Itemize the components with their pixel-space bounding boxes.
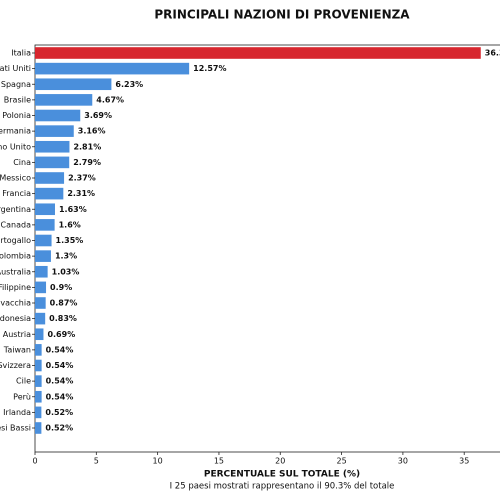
y-tick-label: Perù: [13, 392, 31, 401]
bar: [35, 172, 65, 184]
y-tick-label: Italia: [11, 49, 31, 58]
y-tick-label: Messico: [0, 174, 31, 183]
value-label: 2.81%: [73, 142, 101, 151]
bar: [35, 281, 47, 294]
bar: [35, 344, 42, 356]
x-tick-label: 35: [459, 457, 469, 466]
value-label: 12.57%: [193, 64, 226, 73]
y-tick-label: Portogallo: [0, 236, 31, 245]
value-label: 1.63%: [59, 205, 87, 214]
bar: [35, 219, 55, 231]
bar: [35, 359, 42, 372]
value-label: 0.87%: [50, 299, 78, 308]
y-tick-label: Svizzera: [0, 361, 31, 370]
bar: [35, 312, 46, 325]
y-tick-label: Slovacchia: [0, 299, 31, 308]
y-tick-label: Canada: [1, 220, 32, 229]
value-label: 36.35%: [485, 49, 500, 58]
x-tick-label: 15: [214, 457, 224, 466]
y-tick-label: Germania: [0, 127, 31, 136]
y-tick-label: Colombia: [0, 252, 31, 261]
bar: [35, 203, 55, 216]
y-tick-label: Australia: [0, 267, 31, 276]
bar: [35, 156, 70, 169]
bar: [35, 265, 48, 278]
value-label: 0.54%: [46, 392, 74, 401]
y-tick-label: Filippine: [0, 283, 31, 292]
x-tick-label: 20: [275, 457, 285, 466]
bar: [35, 390, 42, 403]
value-label: 0.54%: [46, 377, 74, 386]
y-tick-label: Spagna: [1, 80, 31, 89]
y-tick-label: Regno Unito: [0, 142, 31, 151]
bar: [35, 94, 93, 106]
y-tick-label: Argentina: [0, 205, 31, 214]
value-label: 0.83%: [49, 314, 77, 323]
value-label: 1.6%: [59, 220, 81, 229]
y-tick-label: Cile: [16, 377, 31, 386]
value-label: 0.69%: [47, 330, 75, 339]
bar: [35, 109, 81, 122]
x-tick-label: 5: [94, 457, 99, 466]
bar: [35, 297, 46, 309]
value-label: 2.79%: [73, 158, 101, 167]
y-tick-label: Paesi Bassi: [0, 424, 31, 433]
bar: [35, 62, 190, 75]
value-label: 0.52%: [45, 408, 73, 417]
value-label: 1.03%: [52, 267, 80, 276]
y-tick-label: Polonia: [2, 111, 31, 120]
value-label: 0.52%: [45, 424, 73, 433]
value-label: 0.54%: [46, 345, 74, 354]
value-label: 2.37%: [68, 174, 96, 183]
value-label: 6.23%: [115, 80, 143, 89]
bar: [35, 78, 112, 91]
bar: [35, 250, 51, 262]
value-label: 0.9%: [50, 283, 72, 292]
bar: [35, 328, 44, 341]
y-tick-label: Indonesia: [0, 314, 31, 323]
y-tick-label: Brasile: [4, 95, 31, 104]
x-tick-label: 10: [153, 457, 163, 466]
x-tick-label: 30: [398, 457, 408, 466]
bar: [35, 47, 481, 59]
bar: [35, 406, 42, 419]
x-tick-label: 0: [32, 457, 37, 466]
plot-frame: [34, 44, 500, 453]
chart-title: PRINCIPALI NAZIONI DI PROVENIENZA: [154, 8, 410, 22]
y-tick-label: Irlanda: [3, 408, 31, 417]
y-tick-label: Austria: [3, 330, 31, 339]
value-label: 4.67%: [96, 95, 124, 104]
note: I 25 paesi mostrati rappresentano il 90.…: [170, 482, 395, 492]
value-label: 0.54%: [46, 361, 74, 370]
x-tick-label: 25: [336, 457, 346, 466]
value-label: 1.3%: [55, 252, 77, 261]
bar: [35, 375, 42, 387]
bar: [35, 187, 64, 200]
bar: [35, 125, 74, 137]
bar: [35, 234, 52, 247]
bar: [35, 422, 42, 434]
y-tick-label: Taiwan: [3, 345, 31, 354]
value-label: 3.69%: [84, 111, 112, 120]
value-label: 1.35%: [56, 236, 84, 245]
y-tick-label: Francia: [2, 189, 31, 198]
y-tick-label: Cina: [13, 158, 31, 167]
value-label: 2.31%: [67, 189, 95, 198]
bar: [35, 140, 70, 153]
y-tick-label: Stati Uniti: [0, 64, 31, 73]
x-axis-label: PERCENTUALE SUL TOTALE (%): [204, 470, 360, 480]
value-label: 3.16%: [78, 127, 106, 136]
